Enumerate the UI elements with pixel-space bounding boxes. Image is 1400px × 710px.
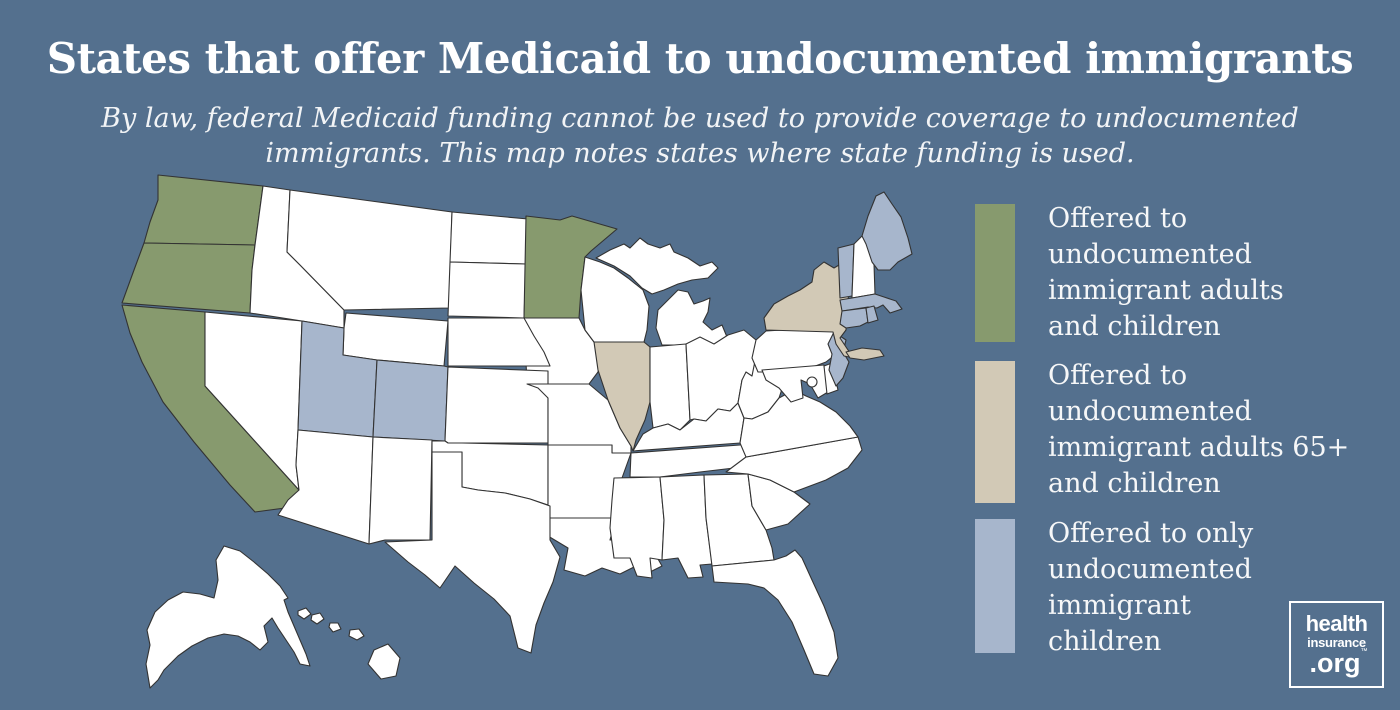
state-kansas [444, 366, 549, 444]
logo-line-insurance: insurance [1307, 634, 1366, 650]
subtitle-line-1: By law, federal Medicaid funding cannot … [101, 103, 1299, 134]
state-washington [143, 174, 264, 246]
state-north-dakota [449, 211, 529, 265]
state-indiana [649, 343, 691, 431]
legend-swatch-tan [975, 361, 1015, 503]
page-title: States that offer Medicaid to undocument… [46, 34, 1354, 83]
state-hawaii-kauai [297, 607, 312, 620]
state-hawaii-maui [348, 628, 365, 641]
healthinsurance-org-logo: health insurance .org™ [1289, 601, 1384, 688]
state-alaska [145, 545, 311, 689]
legend-swatch-green [975, 204, 1015, 342]
state-vermont [837, 243, 855, 299]
state-colorado [372, 359, 449, 442]
state-virginia [739, 389, 859, 458]
state-florida [711, 549, 839, 677]
state-district-of-columbia [806, 376, 818, 388]
legend-swatch-blue [975, 519, 1015, 653]
legend-item-adults-65-and-children: Offered to undocumented immigrant adults… [975, 360, 1355, 503]
state-new-mexico [368, 436, 433, 545]
state-connecticut [839, 307, 869, 329]
logo-trademark: ™ [1360, 647, 1368, 655]
state-hawaii-molokai [328, 622, 342, 633]
page-subtitle: By law, federal Medicaid funding cannot … [0, 101, 1400, 171]
state-massachusetts [839, 293, 903, 314]
state-michigan-upper-peninsula [595, 237, 719, 295]
state-oregon [121, 242, 256, 314]
state-hawaii-big-island [367, 643, 401, 680]
logo-line-health: health [1305, 610, 1368, 636]
state-new-york-long-island [845, 347, 885, 361]
state-delaware [823, 362, 839, 395]
legend-item-adults-and-children: Offered to undocumented immigrant adults… [975, 203, 1355, 345]
state-wisconsin [580, 256, 650, 343]
legend-label-adults-65-and-children: Offered to undocumented immigrant adults… [1048, 360, 1350, 499]
state-montana [286, 189, 453, 311]
state-texas [384, 451, 561, 654]
state-maine [861, 191, 913, 271]
state-rhode-island [865, 305, 879, 324]
map-legend: Offered to undocumented immigrant adults… [975, 203, 1355, 676]
state-illinois [593, 341, 651, 452]
legend-label-children-only: Offered to only undocumented immigrant c… [1048, 518, 1254, 657]
state-minnesota [523, 215, 618, 319]
logo-line-org: .org™ [1309, 647, 1368, 678]
state-south-dakota [447, 261, 527, 319]
legend-item-children-only: Offered to only undocumented immigrant c… [975, 518, 1355, 660]
subtitle-line-2: immigrants. This map notes states where … [265, 138, 1135, 169]
state-hawaii-oahu [310, 612, 325, 625]
state-michigan [655, 289, 728, 346]
legend-label-adults-and-children: Offered to undocumented immigrant adults… [1048, 203, 1284, 342]
